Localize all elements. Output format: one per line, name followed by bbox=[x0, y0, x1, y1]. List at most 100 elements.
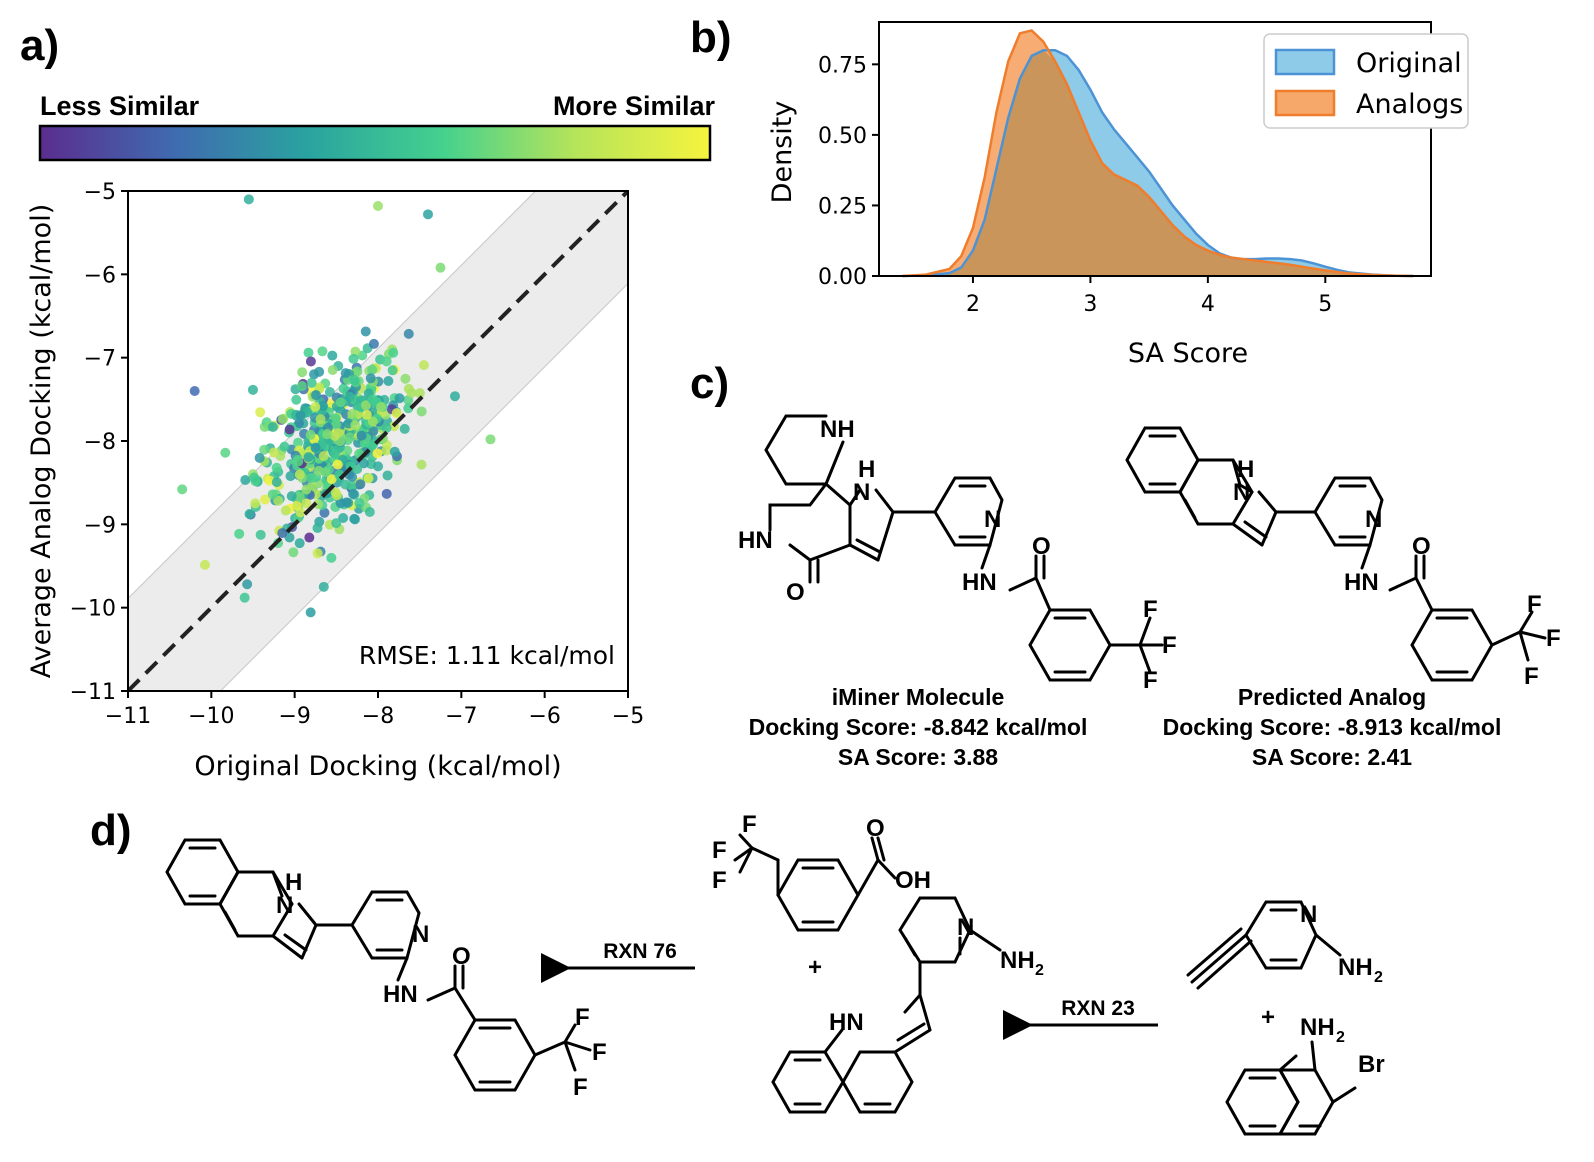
scatter-point bbox=[387, 365, 398, 376]
scatter-point bbox=[297, 367, 308, 378]
panel-label-b: b) bbox=[690, 13, 732, 62]
scatter-x-label: Original Docking (kcal/mol) bbox=[194, 751, 561, 782]
atom-label: F bbox=[592, 1039, 607, 1066]
scatter-point bbox=[288, 547, 299, 558]
scatter-point bbox=[388, 347, 399, 358]
atom-label: HN bbox=[829, 1009, 864, 1036]
scatter-point bbox=[177, 484, 188, 495]
atom-label: HN bbox=[738, 527, 773, 554]
scatter-point bbox=[279, 441, 290, 452]
scatter-point bbox=[286, 491, 297, 502]
scatter-point bbox=[199, 559, 210, 570]
atom-label: F bbox=[1143, 667, 1158, 694]
atom-label: N bbox=[1300, 901, 1317, 928]
scatter-point bbox=[360, 400, 371, 411]
scatter-point bbox=[220, 447, 231, 458]
scatter-point bbox=[376, 401, 387, 412]
kde-frame bbox=[878, 21, 1432, 277]
scatter-point bbox=[268, 447, 279, 458]
product-structure: H N N O HN F F F bbox=[165, 838, 607, 1101]
scatter-point bbox=[296, 381, 307, 392]
panel-label-a: a) bbox=[20, 21, 59, 70]
x-tick-label: 3 bbox=[1083, 292, 1097, 317]
kde-line-original bbox=[902, 48, 1414, 278]
scatter-point bbox=[381, 422, 392, 433]
scatter-point bbox=[400, 373, 411, 384]
scatter-point bbox=[284, 532, 295, 543]
scatter-point bbox=[382, 470, 393, 481]
scatter-point bbox=[244, 508, 255, 519]
scatter-point bbox=[250, 498, 261, 509]
atom-label: N bbox=[412, 921, 429, 948]
atom-label: F bbox=[1527, 591, 1542, 618]
scatter-point bbox=[329, 448, 340, 459]
scatter-point bbox=[247, 384, 258, 395]
scatter-point bbox=[449, 391, 460, 402]
y-tick-label: 0.75 bbox=[818, 53, 867, 78]
scatter-point bbox=[306, 472, 317, 483]
atom-label: O bbox=[866, 815, 885, 842]
y-tick-label: −10 bbox=[70, 597, 116, 622]
scatter-point bbox=[423, 209, 433, 220]
atom-label: 2 bbox=[1035, 962, 1044, 979]
scatter-point bbox=[301, 484, 312, 495]
benzoic-acid-structure: F F F O OH bbox=[712, 811, 931, 932]
panel-label-c: c) bbox=[690, 359, 729, 408]
predicted-analog-structure: H N N O HN F F F bbox=[1125, 426, 1561, 690]
x-tick-label: −6 bbox=[528, 704, 560, 729]
atom-label: F bbox=[712, 867, 727, 894]
scatter-point bbox=[347, 408, 358, 419]
legend-label-original: Original bbox=[1356, 48, 1462, 79]
scatter-point bbox=[242, 579, 253, 590]
scatter-point bbox=[310, 442, 321, 453]
scatter-point bbox=[303, 452, 314, 463]
rxn-76-label: RXN 76 bbox=[603, 940, 677, 963]
scatter-point bbox=[239, 592, 250, 603]
caption-left-sa: SA Score: 3.88 bbox=[838, 744, 998, 770]
colorbar bbox=[38, 124, 712, 162]
scatter-point bbox=[294, 538, 305, 549]
atom-label: N bbox=[853, 479, 870, 506]
scatter-point bbox=[381, 488, 392, 499]
kde-area-overlap bbox=[902, 50, 1414, 276]
scatter-point bbox=[293, 437, 304, 448]
scatter-point bbox=[294, 491, 305, 502]
caption-right-sa: SA Score: 2.41 bbox=[1252, 744, 1412, 770]
scatter-point bbox=[389, 446, 400, 457]
scatter-point bbox=[305, 607, 316, 618]
atom-label: F bbox=[1162, 632, 1177, 659]
scatter-point bbox=[335, 397, 346, 408]
atom-label: 2 bbox=[1336, 1029, 1345, 1046]
atom-label: NH bbox=[820, 416, 855, 443]
plus-sign: + bbox=[808, 954, 822, 981]
scatter-point bbox=[305, 429, 316, 440]
atom-label: N bbox=[984, 506, 1001, 533]
scatter-point bbox=[349, 514, 360, 525]
atom-label: H bbox=[858, 456, 875, 483]
scatter-point bbox=[352, 366, 363, 377]
atom-label: N bbox=[957, 914, 974, 941]
legend-label-analogs: Analogs bbox=[1356, 89, 1463, 120]
scatter-point bbox=[317, 401, 328, 412]
scatter-point bbox=[360, 326, 371, 337]
scatter-point bbox=[294, 469, 305, 480]
atom-label: N bbox=[1233, 479, 1250, 506]
plus-sign: + bbox=[1261, 1004, 1275, 1031]
scatter-point bbox=[267, 489, 278, 500]
scatter-point bbox=[271, 462, 282, 473]
scatter-point bbox=[326, 552, 337, 563]
scatter-point bbox=[249, 472, 260, 483]
bromo-naphthylamine-structure: NH 2 Br bbox=[1225, 1014, 1385, 1136]
y-tick-label: 0.25 bbox=[818, 194, 867, 219]
scatter-point bbox=[284, 424, 295, 435]
colorbar-right-label: More Similar bbox=[553, 91, 716, 121]
scatter-point bbox=[259, 444, 270, 455]
scatter-point bbox=[324, 387, 335, 398]
atom-label: NH bbox=[1338, 954, 1373, 981]
atom-label: O bbox=[452, 943, 471, 970]
atom-label: 2 bbox=[1374, 969, 1383, 986]
y-tick-label: −7 bbox=[84, 347, 116, 372]
scatter-point bbox=[311, 390, 322, 401]
scatter-point bbox=[416, 459, 427, 470]
